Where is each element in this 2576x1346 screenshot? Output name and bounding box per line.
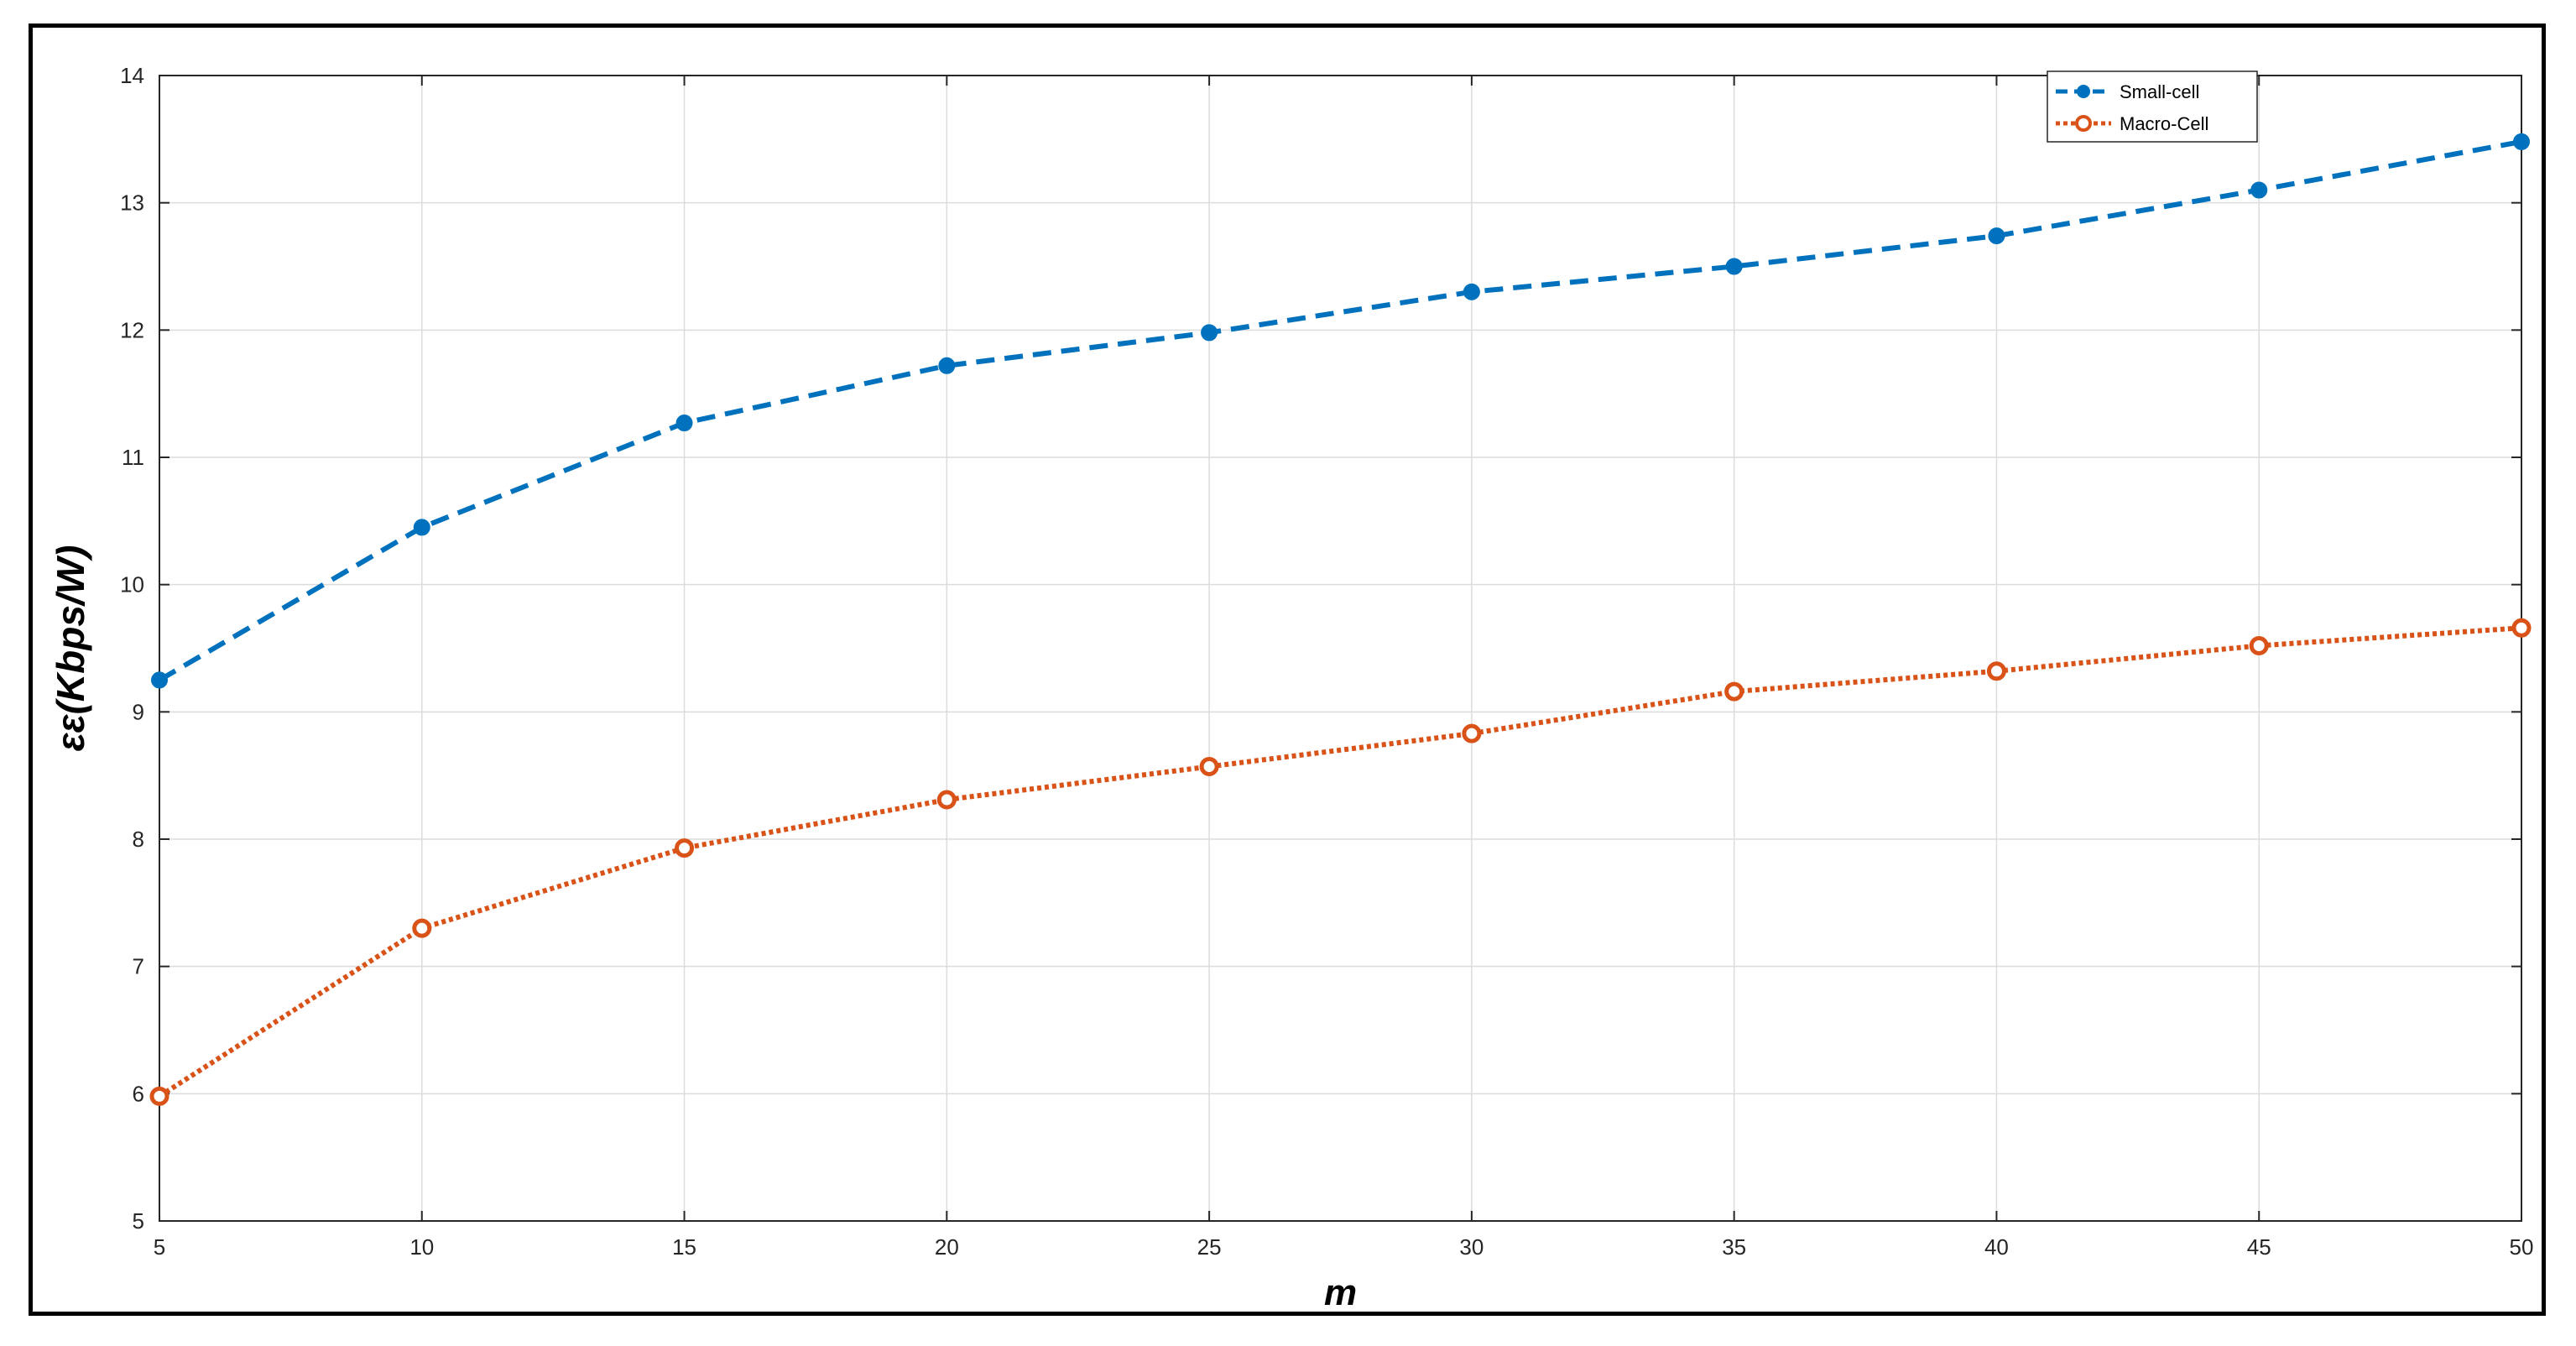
x-tick-label: 20: [935, 1234, 959, 1260]
small-cell-point: [1988, 227, 2005, 245]
y-tick-label: 12: [120, 317, 144, 342]
x-tick-label: 50: [2510, 1234, 2534, 1260]
plot-area-border: [159, 75, 2522, 1222]
small-cell-point: [1725, 258, 1743, 275]
small-cell-point: [2250, 181, 2268, 199]
y-tick-label: 10: [120, 572, 144, 597]
y-tick-label: 11: [122, 445, 144, 470]
small-cell-point: [1463, 283, 1480, 300]
small-cell-point: [675, 415, 693, 432]
x-tick-label: 35: [1722, 1234, 1746, 1260]
x-tick-label: 45: [2247, 1234, 2271, 1260]
legend-macro-cell-marker: [2075, 115, 2092, 132]
macro-cell-line: [158, 625, 2522, 1098]
small-cell-point: [938, 357, 956, 374]
macro-cell-point: [149, 1086, 169, 1106]
y-tick-label: 6: [133, 1081, 144, 1106]
small-cell-line: [158, 138, 2522, 683]
macro-cell-point: [1199, 757, 1219, 777]
macro-cell-point: [1462, 723, 1482, 743]
macro-cell-point: [1724, 681, 1744, 702]
small-cell-point: [413, 519, 430, 536]
macro-cell-point: [412, 918, 432, 938]
y-tick-label: 5: [133, 1208, 144, 1234]
x-tick-label: 10: [409, 1234, 434, 1260]
y-tick-label: 13: [120, 190, 144, 216]
x-tick-label: 15: [672, 1234, 696, 1260]
macro-cell-point: [2249, 635, 2269, 655]
macro-cell-point: [1986, 661, 2006, 681]
x-tick-label: 5: [154, 1234, 165, 1260]
y-axis-label: εε(Kbps/W): [49, 545, 92, 752]
x-tick-label: 30: [1459, 1234, 1484, 1260]
macro-cell-point: [936, 790, 957, 810]
y-tick-label: 7: [133, 954, 144, 979]
small-cell-point: [1201, 324, 1218, 342]
macro-cell-point: [675, 838, 695, 858]
x-tick-label: 40: [1984, 1234, 2009, 1260]
legend-small-cell-label: Small-cell: [2120, 81, 2199, 102]
y-tick-label: 14: [120, 63, 144, 88]
figure-frame: [29, 23, 2546, 1316]
series-group: [149, 133, 2532, 1106]
x-tick-label: 25: [1197, 1234, 1222, 1260]
macro-cell-point: [2511, 618, 2532, 638]
grid-lines: [159, 75, 2522, 1222]
x-axis-label: m: [1324, 1272, 1357, 1313]
small-cell-point: [151, 671, 168, 689]
y-tick-label: 8: [133, 827, 144, 852]
legend-small-cell-marker: [2077, 85, 2090, 98]
legend: Small-cell Macro-Cell: [2047, 70, 2258, 143]
small-cell-point: [2513, 133, 2530, 150]
legend-macro-cell-label: Macro-Cell: [2120, 113, 2208, 134]
axis-ticks: 5 10 15 20 25 30 35 40 45 50 5 6 7 8 9 10 11 12 13 14: [120, 63, 2533, 1260]
y-tick-label: 9: [133, 699, 144, 724]
